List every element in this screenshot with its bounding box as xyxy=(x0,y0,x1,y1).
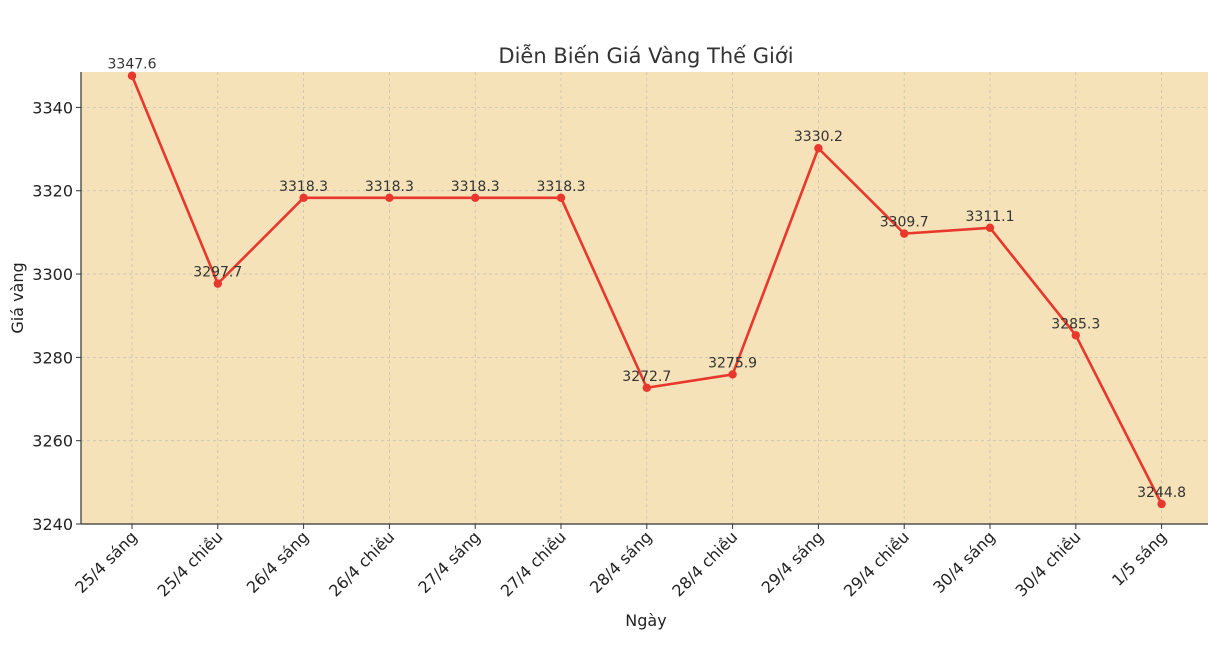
data-label: 3272.7 xyxy=(622,369,671,385)
y-tick-label: 3240 xyxy=(32,515,73,534)
x-tick-label: 30/4 chiều xyxy=(1012,527,1085,600)
x-tick-label: 27/4 sáng xyxy=(414,527,484,597)
y-tick-label: 3300 xyxy=(32,265,73,284)
x-tick-label: 26/4 chiều xyxy=(325,527,398,600)
x-tick-label: 25/4 chiều xyxy=(154,527,227,600)
data-label: 3244.8 xyxy=(1137,485,1186,501)
data-point xyxy=(985,223,995,233)
y-tick-label: 3340 xyxy=(32,98,73,117)
x-tick-label: 27/4 chiều xyxy=(497,527,570,600)
series-group xyxy=(127,71,1166,509)
data-point xyxy=(728,370,737,379)
x-tick-label: 28/4 sáng xyxy=(586,527,656,597)
x-tick-label: 25/4 sáng xyxy=(71,527,141,597)
data-label: 3297.7 xyxy=(193,265,242,281)
x-axis-ticks: 25/4 sáng 25/4 chiều 26/4 sáng 26/4 chiều 27… xyxy=(71,524,1170,601)
y-tick-label: 3260 xyxy=(32,432,73,451)
x-tick-label: 30/4 sáng xyxy=(929,527,999,597)
x-tick-label: 29/4 chiều xyxy=(840,527,913,600)
x-tick-label: 26/4 sáng xyxy=(243,527,313,597)
data-point xyxy=(900,229,909,238)
x-tick-label: 29/4 sáng xyxy=(758,527,828,597)
plot-area xyxy=(81,72,1208,524)
axes xyxy=(80,72,1208,525)
data-point xyxy=(556,193,566,203)
data-labels: 3347.6 3297.7 3318.3 3318.3 3318.3 3318.3 3272… xyxy=(108,57,1187,501)
data-point xyxy=(1071,331,1081,340)
data-label: 3347.6 xyxy=(108,57,157,73)
data-label: 3285.3 xyxy=(1051,316,1100,332)
data-label: 3311.1 xyxy=(966,209,1015,225)
data-point xyxy=(1157,499,1166,509)
data-point xyxy=(127,71,137,80)
chart-title: Diễn Biến Giá Vàng Thế Giới xyxy=(498,43,793,68)
data-label: 3275.9 xyxy=(708,355,757,371)
x-tick-label: 1/5 sáng xyxy=(1108,527,1170,589)
data-label: 3330.2 xyxy=(794,129,843,145)
data-point xyxy=(213,279,222,288)
y-axis-ticks: 3240 3260 3280 3300 3320 3340 xyxy=(32,98,81,534)
y-tick-label: 3280 xyxy=(32,348,73,367)
data-point xyxy=(299,193,308,203)
y-tick-label: 3320 xyxy=(32,182,73,201)
data-label: 3318.3 xyxy=(537,179,586,195)
data-point xyxy=(814,144,823,153)
y-axis-label: Giá vàng xyxy=(8,262,27,333)
data-label: 3318.3 xyxy=(279,179,328,195)
data-label: 3318.3 xyxy=(451,179,500,195)
data-label: 3318.3 xyxy=(365,179,414,195)
data-point xyxy=(642,383,651,392)
x-axis-label: Ngày xyxy=(625,611,666,630)
data-label: 3309.7 xyxy=(880,215,929,231)
data-point xyxy=(471,193,480,203)
data-point xyxy=(385,193,394,203)
x-tick-label: 28/4 chiều xyxy=(668,527,741,600)
